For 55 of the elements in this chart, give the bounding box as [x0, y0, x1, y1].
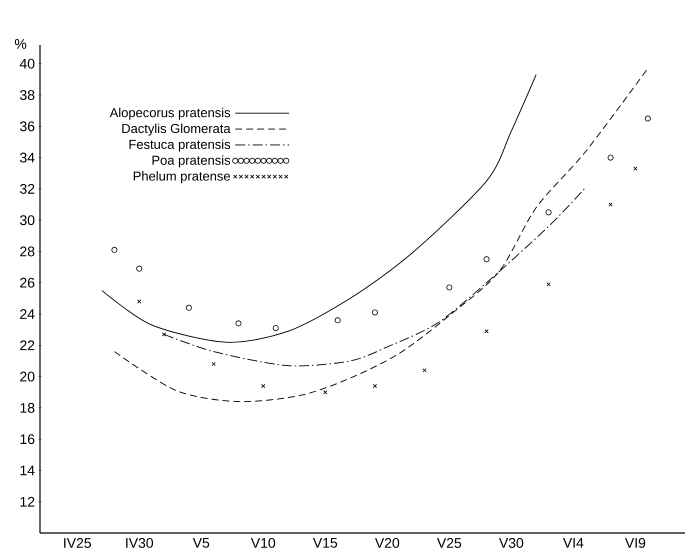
y-axis-title: % — [14, 39, 26, 49]
y-tick-label: 16 — [20, 434, 34, 444]
x-tick-label: VI4 — [562, 538, 584, 548]
point — [608, 154, 614, 161]
y-tick-label: 34 — [20, 152, 35, 163]
point — [633, 166, 638, 171]
x-tick-label: V15 — [312, 538, 338, 548]
y-tick-label: 26 — [20, 278, 34, 288]
y-tick-label: 20 — [20, 372, 34, 382]
point — [162, 332, 166, 336]
y-tick-label: 14 — [20, 466, 35, 476]
point — [608, 202, 613, 207]
x-tick-label: V30 — [499, 538, 524, 548]
point — [137, 299, 142, 304]
point — [484, 256, 490, 262]
y-tick-label: 12 — [20, 496, 34, 507]
point — [272, 325, 279, 332]
point — [644, 116, 651, 122]
x-tick-label: VI9 — [624, 538, 646, 548]
point — [484, 329, 489, 334]
point — [212, 362, 216, 366]
legend-label: Alopecorus pratensis — [110, 108, 230, 120]
x-tick-label: IV25 — [64, 538, 91, 548]
legend-label: Poa pratensis — [152, 155, 230, 168]
y-tick-label: 18 — [20, 402, 34, 413]
point — [235, 320, 242, 326]
point — [546, 209, 552, 216]
y-tick-label: 40 — [20, 58, 34, 69]
y-tick-label: 32 — [20, 184, 34, 194]
x-tick-label: V10 — [250, 538, 276, 548]
y-tick-label: 28 — [20, 246, 34, 256]
x-tick-label: V5 — [192, 538, 210, 548]
point — [136, 266, 142, 272]
y-tick-label: 36 — [20, 121, 34, 132]
y-tick-label: 22 — [20, 340, 34, 350]
point — [323, 390, 328, 394]
point — [546, 282, 551, 286]
point — [334, 317, 341, 324]
legend-label: Phelum pratense — [134, 171, 230, 184]
y-tick-label: 30 — [20, 215, 34, 226]
point — [186, 304, 192, 311]
x-tick-label: V20 — [374, 538, 400, 548]
point — [111, 246, 118, 253]
y-tick-label: 38 — [20, 90, 34, 100]
x-tick-label: V25 — [436, 538, 462, 548]
point — [372, 384, 377, 388]
point — [446, 284, 452, 290]
point — [422, 368, 427, 372]
x-tick-label: IV30 — [126, 538, 154, 548]
point — [372, 309, 378, 316]
legend-label: Festuca pratensis — [129, 139, 230, 152]
line-series — [102, 74, 537, 343]
y-tick-label: 24 — [20, 309, 35, 319]
legend-label: Dactylis Glomerata — [122, 124, 231, 136]
point — [261, 384, 266, 388]
